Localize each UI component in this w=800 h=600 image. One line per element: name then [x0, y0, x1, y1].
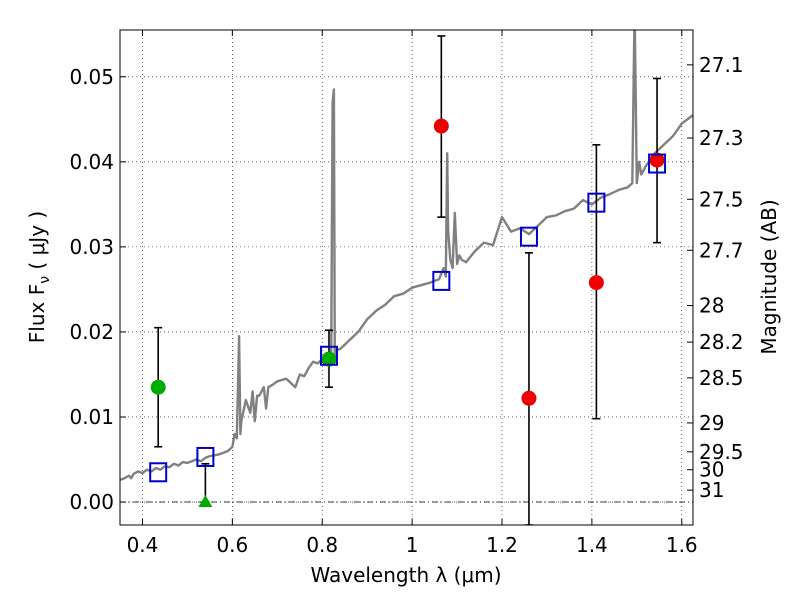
- blue-square-marker: [196, 446, 215, 467]
- y-tick-label: 0.00: [69, 490, 114, 514]
- y2-tick-label: 30: [699, 458, 724, 482]
- red-circle-marker: [588, 275, 604, 291]
- x-tick-label: 1.6: [666, 533, 698, 557]
- x-tick-label: 0.4: [127, 533, 159, 557]
- y2-tick-label: 27.3: [699, 126, 744, 150]
- blue-square-marker: [319, 345, 338, 366]
- y-tick-label: 0.03: [69, 235, 114, 259]
- red-circle-marker: [521, 390, 537, 406]
- green-triangle-marker: [198, 495, 213, 508]
- x-tick-label: 0.8: [306, 533, 338, 557]
- blue-square-marker: [432, 270, 451, 291]
- y2-tick-label: 28.5: [699, 366, 744, 390]
- red-circle-marker: [649, 152, 665, 168]
- y-axis-title: Flux Fν ( μJy ): [25, 211, 53, 343]
- y2-tick-label: 28.2: [699, 330, 744, 354]
- y-axis-title-main: Flux F: [25, 284, 49, 343]
- y2-tick-label: 27.1: [699, 53, 744, 77]
- x-axis-title: Wavelength λ (μm): [310, 563, 501, 587]
- x-tick-labels: 0.4 0.6 0.8 1 1.2 1.4 1.6: [127, 533, 698, 557]
- y-axis-title-subscript: ν: [37, 276, 53, 284]
- x-tick-label: 1.2: [486, 533, 518, 557]
- x-tick-label: 1.4: [576, 533, 608, 557]
- blue-square-marker: [149, 462, 168, 483]
- axis-ticks: [120, 30, 693, 525]
- y2-tick-label: 28: [699, 294, 724, 318]
- y2-tick-label: 29.5: [699, 440, 744, 464]
- y-axis-title-unit: ( μJy ): [25, 211, 49, 276]
- blue-square-marker: [587, 192, 606, 213]
- y-tick-label: 0.02: [69, 320, 114, 344]
- red-circle-marker: [433, 118, 449, 134]
- y-tick-label: 0.05: [69, 65, 114, 89]
- green-circle-marker: [321, 351, 337, 367]
- x-tick-label: 1: [406, 533, 419, 557]
- y2-tick-label: 27.7: [699, 238, 744, 262]
- y-tick-label: 0.04: [69, 150, 114, 174]
- blue-square-marker: [648, 153, 667, 174]
- y-tick-labels: 0.00 0.01 0.02 0.03 0.04 0.05: [69, 65, 114, 514]
- y2-tick-label: 29: [699, 411, 724, 435]
- green-circle-marker: [150, 379, 166, 395]
- y-tick-label: 0.01: [69, 405, 114, 429]
- plot-frame: [119, 29, 694, 526]
- y2-axis-title: Magnitude (AB): [757, 199, 781, 354]
- plot-area-background: [120, 30, 693, 525]
- blue-square-marker: [519, 226, 538, 247]
- marker-layer: [149, 118, 667, 508]
- y2-tick-label: 31: [699, 478, 724, 502]
- x-tick-label: 0.6: [216, 533, 248, 557]
- y2-tick-label: 27.5: [699, 187, 744, 211]
